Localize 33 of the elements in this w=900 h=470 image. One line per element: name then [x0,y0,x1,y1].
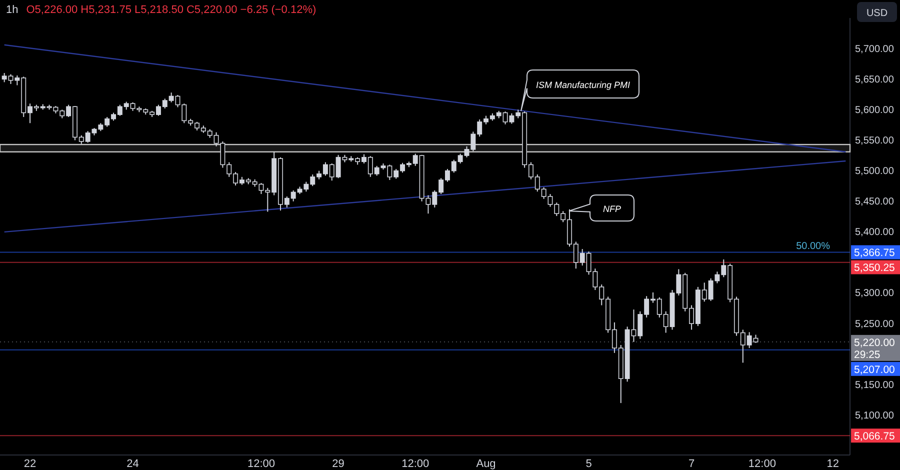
y-tick-label: 5,600.00 [855,104,894,116]
y-tick-label: 5,500.00 [855,166,894,177]
y-tick-label: 5,100.00 [855,410,894,422]
chart-subtitle: O5,226.00 H5,231.75 L5,218.50 C5,220.00 −6.25 (−0.12%) [26,4,316,16]
y-tick-label: 5,650.00 [855,74,894,86]
x-tick-label: 22 [24,458,36,470]
y-tick-label: 5,150.00 [855,380,894,391]
x-tick-label: 12 [826,458,839,470]
y-tick-label: 5,450.00 [855,196,894,208]
x-tick-label: 5 [586,458,592,470]
x-tick-label: 12:00 [748,458,776,470]
y-tick-label: 5,700.00 [855,44,894,55]
x-tick-label: 7 [688,458,695,470]
x-tick-label: 24 [126,458,139,470]
annotation: 50.00% [796,241,830,252]
y-tick-label: 5,250.00 [855,318,894,330]
x-tick-label: 12:00 [402,458,430,470]
ref-line-label: 5,207.00 [854,364,896,376]
annotation: NFP [603,204,621,214]
x-tick-label: 29 [332,458,344,470]
ref-line-label: 5,350.25 [854,262,896,274]
y-tick-label: 5,300.00 [855,288,894,300]
text: USD [866,8,888,19]
x-tick-label: 12:00 [247,458,275,470]
ref-line-label: 5,066.75 [854,430,896,443]
x-tick-label: Aug [476,458,496,470]
ref-line-label: 5,220.00 [854,336,896,349]
text: 29:25 [854,348,880,361]
chart-title: 1h [6,4,18,16]
annotation: ISM Manufacturing PMI [536,80,631,90]
y-tick-label: 5,550.00 [855,135,894,146]
ref-line-label: 5,366.75 [854,247,896,260]
y-tick-label: 5,400.00 [855,227,894,238]
